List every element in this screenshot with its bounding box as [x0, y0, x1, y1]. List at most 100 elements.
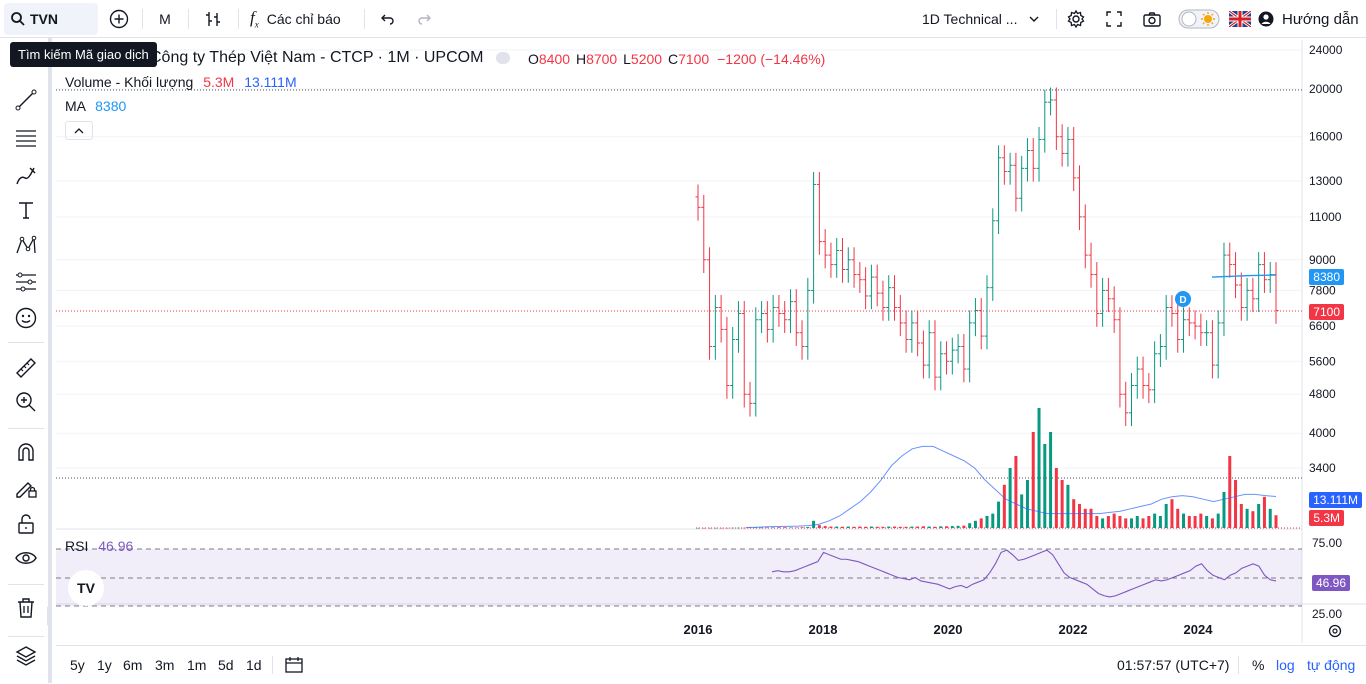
- tradingview-logo[interactable]: TV: [68, 570, 104, 606]
- volume-bar: [985, 516, 989, 528]
- ohlc-bar: [868, 264, 874, 310]
- volume-bar: [869, 526, 873, 528]
- ohlc-bar: [897, 295, 903, 337]
- smiley-icon: [15, 307, 37, 329]
- screenshot-button[interactable]: [1140, 0, 1164, 38]
- time-tick: 2018: [809, 622, 838, 637]
- symbol-search-button[interactable]: TVN: [4, 3, 98, 35]
- volume-bar: [1089, 508, 1093, 528]
- pattern-tool[interactable]: [12, 232, 40, 260]
- hide-drawings[interactable]: [12, 544, 40, 572]
- ohlc-bar: [701, 194, 707, 274]
- range-1m[interactable]: 1m: [187, 657, 207, 673]
- indicators-button[interactable]: fx Các chỉ báo: [250, 0, 341, 38]
- range-5y[interactable]: 5y: [70, 657, 85, 673]
- volume-bar: [1274, 515, 1278, 528]
- remove-drawings[interactable]: [12, 594, 40, 622]
- pattern-icon: [16, 235, 37, 254]
- language-button[interactable]: [1229, 0, 1251, 38]
- range-5d[interactable]: 5d: [218, 657, 234, 673]
- volume-bar: [1118, 516, 1122, 528]
- price-axis[interactable]: 24000 20000 16000 13000 11000 9000 7800 6600 560…: [1309, 43, 1343, 475]
- percent-toggle[interactable]: %: [1252, 657, 1265, 673]
- volume-bar: [742, 527, 746, 529]
- close-value: 7100: [678, 51, 710, 67]
- volume-bar: [812, 520, 816, 528]
- ohlc-bar: [880, 280, 886, 321]
- brush-icon: [16, 167, 36, 185]
- undo-icon: [381, 14, 394, 25]
- unlock-icon: [18, 514, 34, 534]
- auto-scale-toggle[interactable]: tự động: [1307, 657, 1356, 673]
- rsi-legend[interactable]: RSI 46.96: [65, 538, 133, 554]
- settings-button[interactable]: [1064, 0, 1088, 38]
- range-6m[interactable]: 6m: [123, 657, 143, 673]
- legend-menu-button[interactable]: [496, 52, 510, 64]
- emoji-tool[interactable]: [12, 304, 40, 332]
- ohlc-bar: [1030, 138, 1036, 182]
- log-toggle[interactable]: log: [1276, 657, 1295, 673]
- help-button[interactable]: Hướng dẫn: [1258, 0, 1359, 38]
- object-tree[interactable]: [12, 642, 40, 670]
- time-axis[interactable]: 2016 2018 2020 2022 2024: [684, 622, 1214, 637]
- low-value: 5200: [630, 51, 663, 67]
- rsi-axis[interactable]: 75.00 25.00: [1312, 536, 1342, 621]
- volume-bar: [1164, 504, 1168, 528]
- price-tick: 20000: [1309, 82, 1343, 96]
- time-tick: 2016: [684, 622, 713, 637]
- volume-bar: [719, 527, 723, 529]
- goto-date-button[interactable]: [284, 646, 304, 684]
- add-symbol-button[interactable]: [106, 0, 132, 38]
- chart-area[interactable]: D TV 24000 20000 16000 13000 11000 9000 7800 66…: [56, 40, 1366, 643]
- symbol-title[interactable]: Công ty Thép Việt Nam - CTCP · 1M · UPCO…: [150, 49, 484, 66]
- dividend-marker-label: D: [1179, 295, 1186, 306]
- range-1y[interactable]: 1y: [97, 657, 112, 673]
- volume-bar: [783, 527, 787, 528]
- ohlc-bar: [1048, 87, 1054, 116]
- redo-button[interactable]: [414, 0, 436, 38]
- ohlc-bar: [759, 301, 765, 333]
- ohlc-bar: [1152, 341, 1158, 404]
- volume-bar: [893, 526, 897, 528]
- volume-bar: [1130, 518, 1133, 528]
- magnet-tool[interactable]: [12, 438, 40, 466]
- interval-button[interactable]: M: [159, 11, 171, 27]
- lock-drawings[interactable]: [12, 510, 40, 538]
- ma-legend[interactable]: MA 8380: [65, 98, 126, 114]
- fullscreen-button[interactable]: [1102, 0, 1126, 38]
- range-1d[interactable]: 1d: [246, 657, 262, 673]
- dividend-marker[interactable]: [1175, 291, 1191, 307]
- layers-icon: [15, 646, 37, 666]
- layout-dropdown[interactable]: 1D Technical ...: [922, 0, 1041, 38]
- prediction-tool[interactable]: [12, 268, 40, 296]
- ma-legend-label: MA: [65, 98, 86, 114]
- text-tool[interactable]: [12, 196, 40, 224]
- zoom-tool[interactable]: [12, 388, 40, 416]
- ohlc-bar: [1175, 301, 1181, 353]
- ohlc-bar: [944, 341, 950, 375]
- trendline-tool[interactable]: [12, 86, 40, 114]
- axis-settings-button[interactable]: [1328, 624, 1342, 638]
- ohlc-bar: [1181, 307, 1187, 353]
- stay-in-drawing-mode[interactable]: [12, 474, 40, 502]
- help-label: Hướng dẫn: [1282, 10, 1359, 28]
- ohlc-bar: [990, 208, 996, 301]
- projection-icon: [16, 272, 36, 292]
- toolbar-collapse-handle[interactable]: [47, 606, 52, 626]
- undo-button[interactable]: [376, 0, 398, 38]
- ohlc-bar: [926, 320, 932, 379]
- brush-tool[interactable]: [12, 162, 40, 190]
- volume-legend[interactable]: Volume - Khối lượng 5.3M 13.111M: [65, 74, 297, 90]
- range-3m[interactable]: 3m: [155, 657, 175, 673]
- volume-bar: [864, 526, 868, 528]
- ohlc-bar: [834, 238, 840, 278]
- ohlc-bar: [978, 298, 984, 350]
- fib-tool[interactable]: [12, 124, 40, 152]
- collapse-legend-button[interactable]: [65, 121, 93, 140]
- clock[interactable]: 01:57:57 (UTC+7): [1117, 657, 1230, 673]
- volume-bar: [979, 518, 983, 528]
- volume-bar: [1002, 484, 1006, 528]
- theme-toggle[interactable]: [1178, 0, 1220, 38]
- chart-type-button[interactable]: [200, 0, 226, 38]
- measure-tool[interactable]: [12, 354, 40, 382]
